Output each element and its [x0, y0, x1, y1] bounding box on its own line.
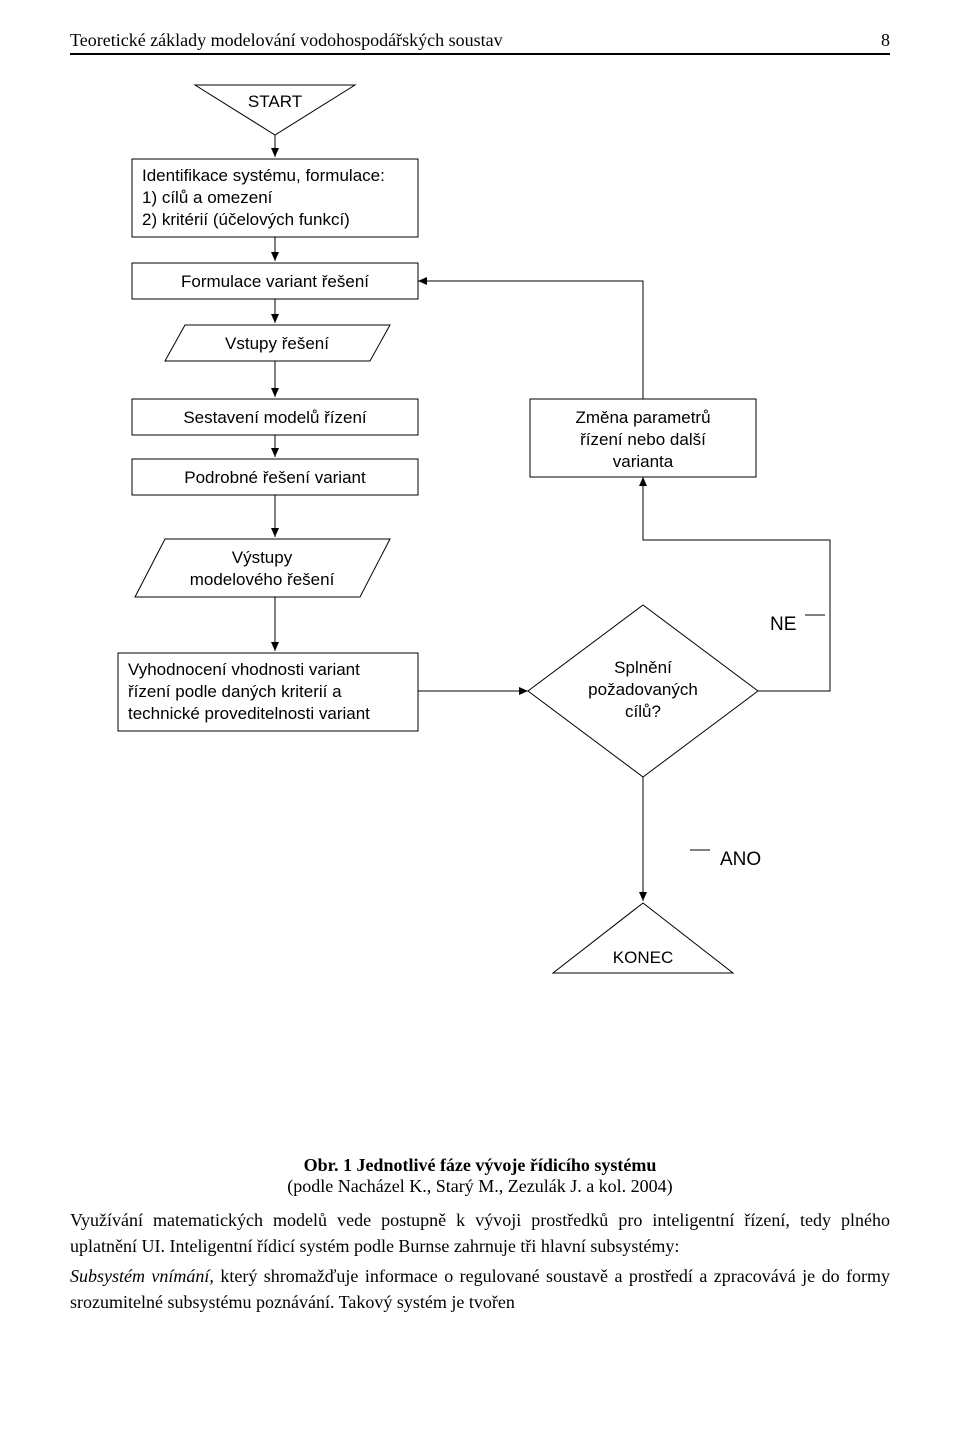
node-identify: Identifikace systému, formulace: 1) cílů… — [132, 159, 418, 237]
svg-text:Podrobné řešení variant: Podrobné řešení variant — [184, 468, 366, 487]
node-detail: Podrobné řešení variant — [132, 459, 418, 495]
header-title: Teoretické základy modelování vodohospod… — [70, 30, 503, 51]
page-header: Teoretické základy modelování vodohospod… — [70, 30, 890, 51]
page-number: 8 — [881, 30, 890, 51]
svg-text:Změna parametrů: Změna parametrů — [575, 408, 710, 427]
node-outputs: Výstupy modelového řešení — [135, 539, 390, 597]
svg-text:Vstupy řešení: Vstupy řešení — [225, 334, 329, 353]
label-no: NE — [770, 614, 796, 635]
svg-text:cílů?: cílů? — [625, 702, 661, 721]
paragraph-1: Využívání matematických modelů vede post… — [70, 1207, 890, 1259]
svg-text:modelového řešení: modelového řešení — [190, 570, 335, 589]
node-decision: Splnění požadovaných cílů? — [528, 605, 758, 777]
svg-text:Formulace variant řešení: Formulace variant řešení — [181, 272, 369, 291]
svg-text:Sestavení modelů řízení: Sestavení modelů řízení — [183, 408, 367, 427]
label-yes: ANO — [720, 849, 761, 870]
paragraph-2: Subsystém vnímání, který shromažďuje inf… — [70, 1263, 890, 1315]
svg-text:varianta: varianta — [613, 452, 674, 471]
svg-text:2) kritérií (účelových funkc: 2) kritérií (účelových funkcí) — [142, 210, 350, 229]
svg-text:1) cílů a omezení: 1) cílů a omezení — [142, 188, 273, 207]
paragraph-2-lead: Subsystém vnímání, — [70, 1266, 214, 1286]
svg-text:požadovaných: požadovaných — [588, 680, 698, 699]
node-inputs: Vstupy řešení — [165, 325, 390, 361]
figure-caption: Obr. 1 Jednotlivé fáze vývoje řídicího s… — [70, 1155, 890, 1197]
header-rule — [70, 53, 890, 55]
end-label: KONEC — [613, 948, 673, 967]
node-end: KONEC — [553, 903, 733, 973]
start-label: START — [248, 92, 302, 111]
flowchart: START Identifikace systému, formulace: 1… — [70, 75, 890, 1115]
svg-text:Splnění: Splnění — [614, 658, 672, 677]
caption-title: Obr. 1 Jednotlivé fáze vývoje řídicího s… — [70, 1155, 890, 1176]
svg-text:řízení nebo další: řízení nebo další — [580, 430, 706, 449]
node-models: Sestavení modelů řízení — [132, 399, 418, 435]
node-evaluate: Vyhodnocení vhodnosti variant řízení pod… — [118, 653, 418, 731]
svg-text:technické proveditelnosti vari: technické proveditelnosti variant — [128, 704, 370, 723]
svg-text:Identifikace systému, formulac: Identifikace systému, formulace: — [142, 166, 385, 185]
node-start: START — [195, 85, 355, 135]
svg-text:Výstupy: Výstupy — [232, 548, 293, 567]
svg-text:Vyhodnocení vhodnosti varian: Vyhodnocení vhodnosti variant — [128, 660, 360, 679]
svg-text:řízení podle daných kriteri: řízení podle daných kriterií a — [128, 682, 342, 701]
caption-source: (podle Nacházel K., Starý M., Zezulák J.… — [70, 1176, 890, 1197]
node-change: Změna parametrů řízení nebo další varian… — [530, 399, 756, 477]
node-formulate: Formulace variant řešení — [132, 263, 418, 299]
